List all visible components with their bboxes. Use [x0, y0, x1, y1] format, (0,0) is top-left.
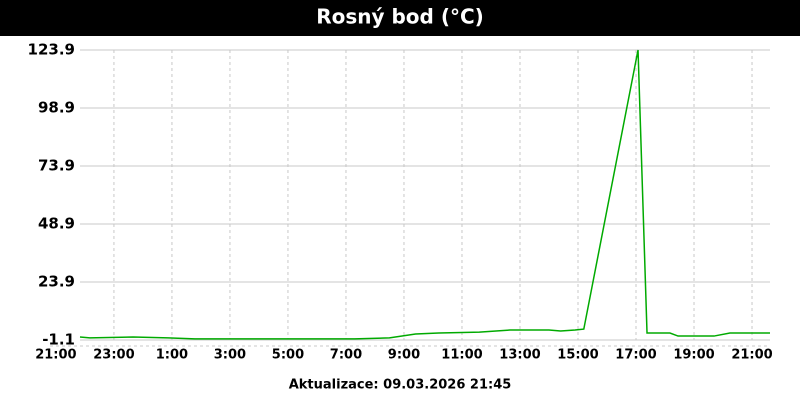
y-tick-label: 98.9: [38, 99, 75, 117]
chart-title: Rosný bod (°C): [316, 5, 484, 29]
y-tick-label: 123.9: [28, 41, 75, 59]
y-tick-label: 48.9: [38, 215, 75, 233]
x-tick-label: 11:00: [441, 348, 482, 363]
x-tick-label: 3:00: [214, 348, 246, 363]
x-tick-label: 9:00: [388, 348, 420, 363]
x-tick-label: 19:00: [673, 348, 714, 363]
title-bar: [0, 0, 800, 36]
x-tick-label: 21:00: [35, 348, 76, 363]
y-tick-label: 73.9: [38, 157, 75, 175]
x-tick-label: 1:00: [156, 348, 188, 363]
y-tick-label: 23.9: [38, 273, 75, 291]
x-tick-label: 5:00: [272, 348, 304, 363]
x-tick-label: 13:00: [499, 348, 540, 363]
x-tick-label: 17:00: [615, 348, 656, 363]
y-tick-label: -1.1: [42, 331, 75, 349]
data-line: [79, 49, 770, 340]
x-tick-label: 7:00: [330, 348, 362, 363]
footer: Aktualizace: 09.03.2026 21:45: [289, 378, 512, 393]
x-tick-label: 15:00: [557, 348, 598, 363]
x-tick-label: 23:00: [93, 348, 134, 363]
x-tick-label: 21:00: [731, 348, 772, 363]
